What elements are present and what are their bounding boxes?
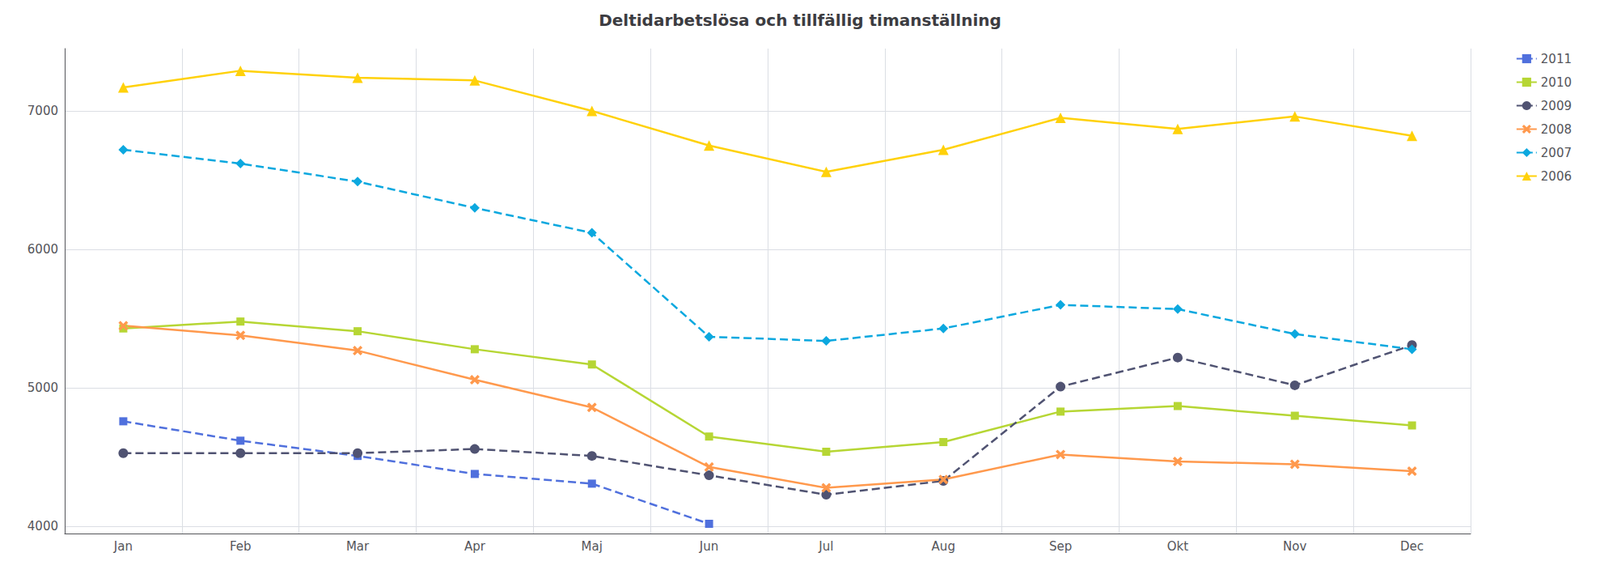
svg-text:Maj: Maj xyxy=(581,538,603,554)
svg-text:2010: 2010 xyxy=(1540,75,1572,90)
svg-text:Mar: Mar xyxy=(346,538,370,554)
svg-text:6000: 6000 xyxy=(27,241,59,257)
svg-text:Aug: Aug xyxy=(931,538,956,554)
svg-text:Dec: Dec xyxy=(1400,538,1424,554)
svg-text:4000: 4000 xyxy=(27,518,59,534)
svg-text:Jul: Jul xyxy=(817,538,834,554)
svg-text:Feb: Feb xyxy=(229,538,252,554)
svg-text:7000: 7000 xyxy=(27,103,59,119)
svg-text:2007: 2007 xyxy=(1540,145,1572,161)
svg-text:2006: 2006 xyxy=(1540,169,1572,184)
svg-text:Nov: Nov xyxy=(1282,538,1307,554)
svg-text:Deltidarbetslösa och tillfälli: Deltidarbetslösa och tillfällig timanstä… xyxy=(598,10,1002,30)
svg-text:Sep: Sep xyxy=(1049,538,1072,554)
svg-text:Apr: Apr xyxy=(464,538,487,554)
svg-text:Jan: Jan xyxy=(113,538,133,554)
svg-text:2011: 2011 xyxy=(1540,51,1572,67)
svg-text:2009: 2009 xyxy=(1540,98,1572,114)
svg-text:5000: 5000 xyxy=(27,380,59,395)
svg-text:2008: 2008 xyxy=(1540,122,1572,137)
svg-text:Jun: Jun xyxy=(698,538,719,554)
svg-text:Okt: Okt xyxy=(1167,538,1189,554)
